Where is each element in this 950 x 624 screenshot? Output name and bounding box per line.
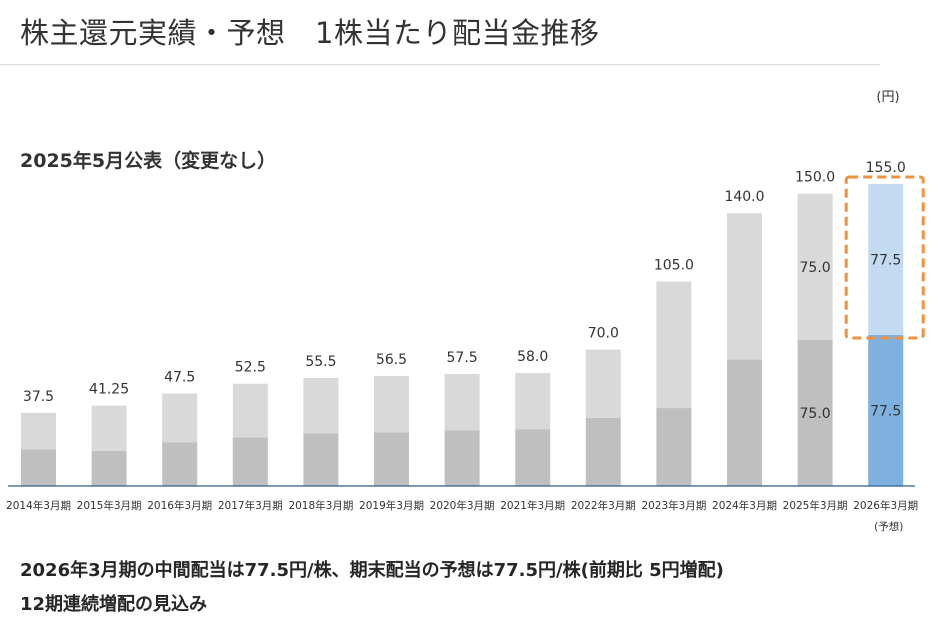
bar-final-3 bbox=[232, 383, 268, 438]
segment-label-lower-11: 75.0 bbox=[800, 406, 831, 422]
total-label-2: 47.5 bbox=[164, 369, 195, 385]
category-label-7: 2021年3月期 bbox=[500, 499, 565, 512]
chart-title: 2025年5月公表（変更なし） bbox=[20, 149, 276, 172]
bar-interim-5 bbox=[374, 432, 409, 486]
bar-final-4 bbox=[303, 377, 339, 434]
category-label-4: 2018年3月期 bbox=[288, 499, 353, 512]
bar-interim-0 bbox=[21, 449, 56, 486]
bar-final-10 bbox=[727, 213, 762, 360]
forecast-highlight-box bbox=[844, 175, 925, 340]
total-label-0: 37.5 bbox=[23, 389, 54, 405]
total-label-3: 52.5 bbox=[235, 360, 266, 376]
segment-label-upper-11: 75.0 bbox=[800, 260, 831, 276]
bar-interim-11 bbox=[797, 339, 833, 486]
category-label-2: 2016年3月期 bbox=[147, 499, 212, 512]
bar-interim-2 bbox=[162, 442, 198, 486]
bar-interim-12 bbox=[868, 335, 904, 486]
category-label-6: 2020年3月期 bbox=[430, 499, 495, 512]
bar-final-0 bbox=[21, 412, 56, 450]
category-label-3: 2017年3月期 bbox=[218, 499, 283, 512]
bar-interim-1 bbox=[91, 450, 127, 486]
total-label-4: 55.5 bbox=[305, 354, 336, 370]
total-label-7: 58.0 bbox=[517, 349, 548, 365]
total-label-10: 140.0 bbox=[724, 189, 764, 205]
bar-interim-6 bbox=[444, 430, 480, 486]
bar-final-9 bbox=[656, 281, 692, 409]
bar-final-6 bbox=[444, 373, 480, 431]
page-title: 株主還元実績・予想 1株当たり配当金推移 bbox=[20, 16, 600, 50]
summary-line-2: 12期連続増配の見込み bbox=[20, 594, 208, 615]
forecast-note: (予想) bbox=[874, 520, 903, 533]
bar-final-11 bbox=[797, 193, 833, 340]
category-label-9: 2023年3月期 bbox=[641, 499, 706, 512]
bar-final-12 bbox=[868, 184, 904, 335]
category-label-11: 2025年3月期 bbox=[783, 499, 848, 512]
category-label-0: 2014年3月期 bbox=[6, 499, 71, 512]
segment-label-upper-12: 77.5 bbox=[870, 253, 901, 269]
total-label-1: 41.25 bbox=[89, 382, 129, 398]
total-label-5: 56.5 bbox=[376, 352, 407, 368]
title-divider bbox=[0, 64, 880, 65]
bar-interim-3 bbox=[232, 437, 268, 486]
bar-final-1 bbox=[91, 405, 127, 451]
bar-final-5 bbox=[374, 375, 409, 433]
total-label-6: 57.5 bbox=[447, 350, 478, 366]
unit-label: (円) bbox=[876, 90, 899, 105]
summary-line-1: 2026年3月期の中間配当は77.5円/株、期末配当の予想は77.5円/株(前期… bbox=[20, 560, 724, 581]
bar-interim-8 bbox=[585, 417, 621, 486]
category-label-12: 2026年3月期 bbox=[853, 499, 918, 512]
total-label-12: 155.0 bbox=[866, 160, 906, 176]
total-label-9: 105.0 bbox=[654, 257, 694, 273]
category-label-1: 2015年3月期 bbox=[77, 499, 142, 512]
bar-interim-4 bbox=[303, 433, 339, 486]
bar-final-2 bbox=[162, 393, 198, 443]
bar-final-8 bbox=[585, 349, 621, 418]
category-label-10: 2024年3月期 bbox=[712, 499, 777, 512]
bar-interim-9 bbox=[656, 408, 692, 486]
total-label-11: 150.0 bbox=[795, 170, 835, 186]
bar-interim-7 bbox=[515, 429, 551, 486]
category-label-8: 2022年3月期 bbox=[571, 499, 636, 512]
bar-interim-10 bbox=[727, 359, 762, 486]
segment-label-lower-12: 77.5 bbox=[870, 404, 901, 420]
total-label-8: 70.0 bbox=[588, 326, 619, 342]
category-label-5: 2019年3月期 bbox=[359, 499, 424, 512]
bar-final-7 bbox=[515, 372, 551, 430]
